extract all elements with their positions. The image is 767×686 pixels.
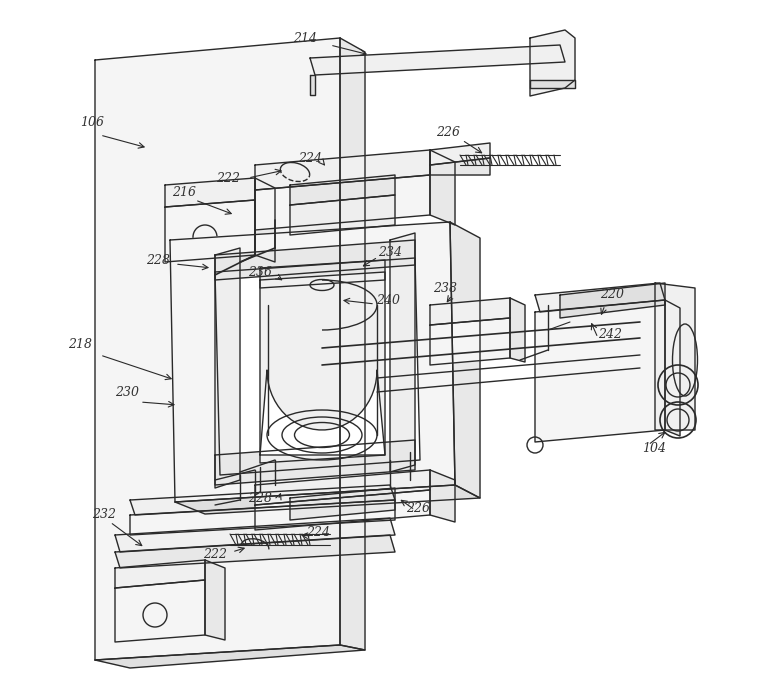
Polygon shape — [530, 80, 575, 88]
Text: 228: 228 — [248, 491, 272, 504]
Text: 222: 222 — [203, 549, 227, 562]
Polygon shape — [430, 150, 455, 225]
Polygon shape — [215, 248, 240, 488]
Polygon shape — [510, 298, 525, 362]
Text: 218: 218 — [68, 338, 92, 351]
Text: 220: 220 — [600, 289, 624, 302]
Text: 236: 236 — [248, 265, 272, 279]
Text: 234: 234 — [378, 246, 402, 259]
Polygon shape — [430, 470, 455, 522]
Polygon shape — [165, 178, 255, 207]
Text: 106: 106 — [80, 115, 104, 128]
Polygon shape — [450, 222, 480, 498]
Text: 224: 224 — [306, 526, 330, 539]
Polygon shape — [260, 370, 385, 455]
Polygon shape — [340, 38, 365, 650]
Polygon shape — [430, 143, 490, 165]
Text: 242: 242 — [598, 329, 622, 342]
Polygon shape — [290, 488, 395, 520]
Polygon shape — [535, 283, 665, 312]
Text: 240: 240 — [376, 294, 400, 307]
Text: 216: 216 — [172, 185, 196, 198]
Polygon shape — [205, 560, 225, 640]
Polygon shape — [255, 470, 430, 505]
Polygon shape — [95, 38, 340, 660]
Text: 226: 226 — [406, 501, 430, 514]
Polygon shape — [535, 300, 665, 442]
Polygon shape — [95, 645, 365, 668]
Polygon shape — [255, 178, 275, 262]
Polygon shape — [390, 233, 415, 472]
Text: 230: 230 — [115, 386, 139, 399]
Polygon shape — [310, 75, 315, 95]
Polygon shape — [665, 300, 680, 436]
Polygon shape — [530, 30, 575, 96]
Text: 104: 104 — [642, 442, 666, 455]
Polygon shape — [215, 240, 415, 280]
Text: 214: 214 — [293, 32, 317, 45]
Polygon shape — [260, 272, 385, 463]
Polygon shape — [430, 318, 510, 365]
Text: 228: 228 — [146, 254, 170, 266]
Polygon shape — [115, 518, 395, 552]
Polygon shape — [255, 490, 430, 530]
Polygon shape — [115, 560, 205, 588]
Polygon shape — [430, 158, 490, 175]
Polygon shape — [290, 175, 395, 205]
Polygon shape — [165, 200, 255, 262]
Text: 232: 232 — [92, 508, 116, 521]
Polygon shape — [175, 485, 480, 514]
Polygon shape — [310, 45, 565, 75]
Polygon shape — [255, 150, 430, 190]
Text: 224: 224 — [298, 152, 322, 165]
Polygon shape — [130, 485, 395, 515]
Text: 226: 226 — [436, 126, 460, 139]
Polygon shape — [170, 222, 455, 502]
Polygon shape — [115, 580, 205, 642]
Polygon shape — [260, 260, 385, 288]
Text: 222: 222 — [216, 172, 240, 185]
Text: 238: 238 — [433, 281, 457, 294]
Polygon shape — [290, 195, 395, 235]
Polygon shape — [560, 283, 665, 318]
Polygon shape — [215, 440, 415, 485]
Polygon shape — [655, 283, 695, 430]
Polygon shape — [215, 258, 420, 475]
Polygon shape — [255, 175, 430, 230]
Polygon shape — [430, 298, 510, 325]
Polygon shape — [130, 500, 395, 535]
Polygon shape — [115, 535, 395, 568]
